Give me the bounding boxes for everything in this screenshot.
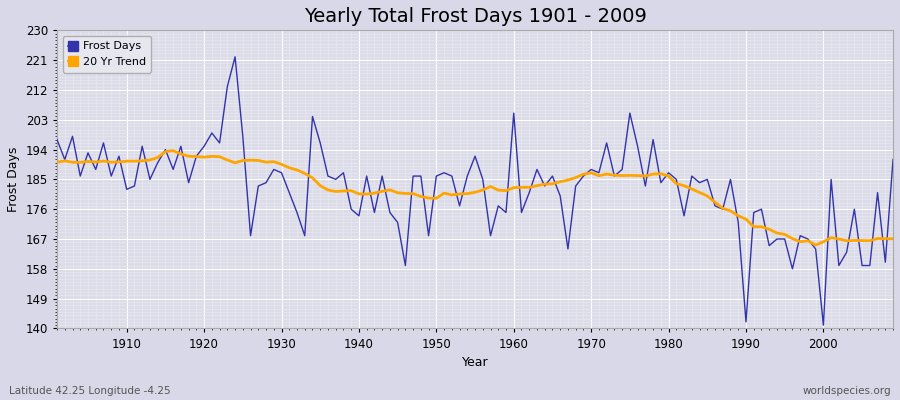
Text: worldspecies.org: worldspecies.org <box>803 386 891 396</box>
Y-axis label: Frost Days: Frost Days <box>7 147 20 212</box>
Title: Yearly Total Frost Days 1901 - 2009: Yearly Total Frost Days 1901 - 2009 <box>303 7 646 26</box>
Legend: Frost Days, 20 Yr Trend: Frost Days, 20 Yr Trend <box>63 36 151 72</box>
X-axis label: Year: Year <box>462 356 489 369</box>
Text: Latitude 42.25 Longitude -4.25: Latitude 42.25 Longitude -4.25 <box>9 386 171 396</box>
